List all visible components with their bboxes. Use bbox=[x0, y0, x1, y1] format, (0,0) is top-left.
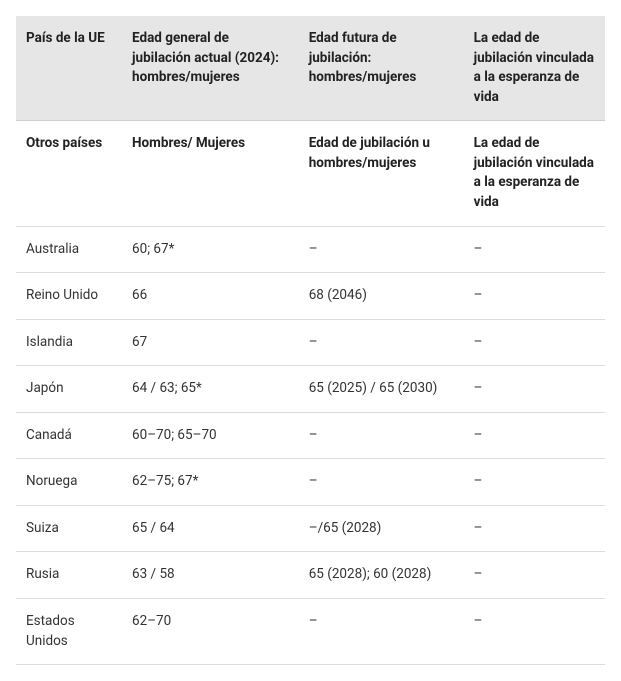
subheader-linked: La edad de jubilación vinculada a la esp… bbox=[464, 121, 605, 226]
subheader-future: Edad de jubilación u hombres/mujeres bbox=[299, 121, 464, 226]
cell-linked: – bbox=[464, 226, 605, 273]
cell-current: 65 / 64 bbox=[122, 505, 299, 552]
cell-current: 67 bbox=[122, 319, 299, 366]
cell-current: 60–70; 65–70 bbox=[122, 412, 299, 459]
header-country: País de la UE bbox=[16, 16, 122, 121]
cell-country: Reino Unido bbox=[16, 273, 122, 320]
table-body: Australia60; 67*––Reino Unido6668 (2046)… bbox=[16, 226, 605, 665]
subheader-country: Otros países bbox=[16, 121, 122, 226]
header-future: Edad futura de jubilación: hombres/mujer… bbox=[299, 16, 464, 121]
table-row: Estados Unidos62–70–– bbox=[16, 599, 605, 665]
cell-future: 68 (2046) bbox=[299, 273, 464, 320]
cell-future: 65 (2025) / 65 (2030) bbox=[299, 366, 464, 413]
table-row: Rusia63 / 5865 (2028); 60 (2028)– bbox=[16, 552, 605, 599]
cell-linked: – bbox=[464, 459, 605, 506]
cell-future: 65 (2028); 60 (2028) bbox=[299, 552, 464, 599]
table-row: Islandia67–– bbox=[16, 319, 605, 366]
cell-current: 62–70 bbox=[122, 599, 299, 665]
cell-country: Japón bbox=[16, 366, 122, 413]
cell-country: Australia bbox=[16, 226, 122, 273]
cell-linked: – bbox=[464, 273, 605, 320]
cell-country: Estados Unidos bbox=[16, 599, 122, 665]
cell-country: Rusia bbox=[16, 552, 122, 599]
header-current: Edad general de jubilación actual (2024)… bbox=[122, 16, 299, 121]
cell-country: Canadá bbox=[16, 412, 122, 459]
table-header-row: País de la UE Edad general de jubilación… bbox=[16, 16, 605, 121]
cell-future: – bbox=[299, 319, 464, 366]
cell-linked: – bbox=[464, 552, 605, 599]
table-subheader-row: Otros países Hombres/ Mujeres Edad de ju… bbox=[16, 121, 605, 226]
cell-future: – bbox=[299, 459, 464, 506]
cell-future: – bbox=[299, 599, 464, 665]
cell-linked: – bbox=[464, 319, 605, 366]
cell-future: –/65 (2028) bbox=[299, 505, 464, 552]
table-row: Reino Unido6668 (2046)– bbox=[16, 273, 605, 320]
cell-future: – bbox=[299, 226, 464, 273]
table-row: Australia60; 67*–– bbox=[16, 226, 605, 273]
cell-current: 62–75; 67* bbox=[122, 459, 299, 506]
cell-current: 64 / 63; 65* bbox=[122, 366, 299, 413]
table-row: Canadá60–70; 65–70–– bbox=[16, 412, 605, 459]
cell-linked: – bbox=[464, 366, 605, 413]
cell-linked: – bbox=[464, 599, 605, 665]
cell-country: Suiza bbox=[16, 505, 122, 552]
header-linked: La edad de jubilación vinculada a la esp… bbox=[464, 16, 605, 121]
cell-country: Islandia bbox=[16, 319, 122, 366]
table-row: Suiza65 / 64–/65 (2028)– bbox=[16, 505, 605, 552]
cell-country: Noruega bbox=[16, 459, 122, 506]
retirement-age-table: País de la UE Edad general de jubilación… bbox=[16, 16, 605, 665]
subheader-current: Hombres/ Mujeres bbox=[122, 121, 299, 226]
cell-current: 63 / 58 bbox=[122, 552, 299, 599]
cell-future: – bbox=[299, 412, 464, 459]
cell-current: 66 bbox=[122, 273, 299, 320]
table-row: Noruega62–75; 67*–– bbox=[16, 459, 605, 506]
cell-current: 60; 67* bbox=[122, 226, 299, 273]
table-row: Japón64 / 63; 65*65 (2025) / 65 (2030)– bbox=[16, 366, 605, 413]
cell-linked: – bbox=[464, 505, 605, 552]
cell-linked: – bbox=[464, 412, 605, 459]
